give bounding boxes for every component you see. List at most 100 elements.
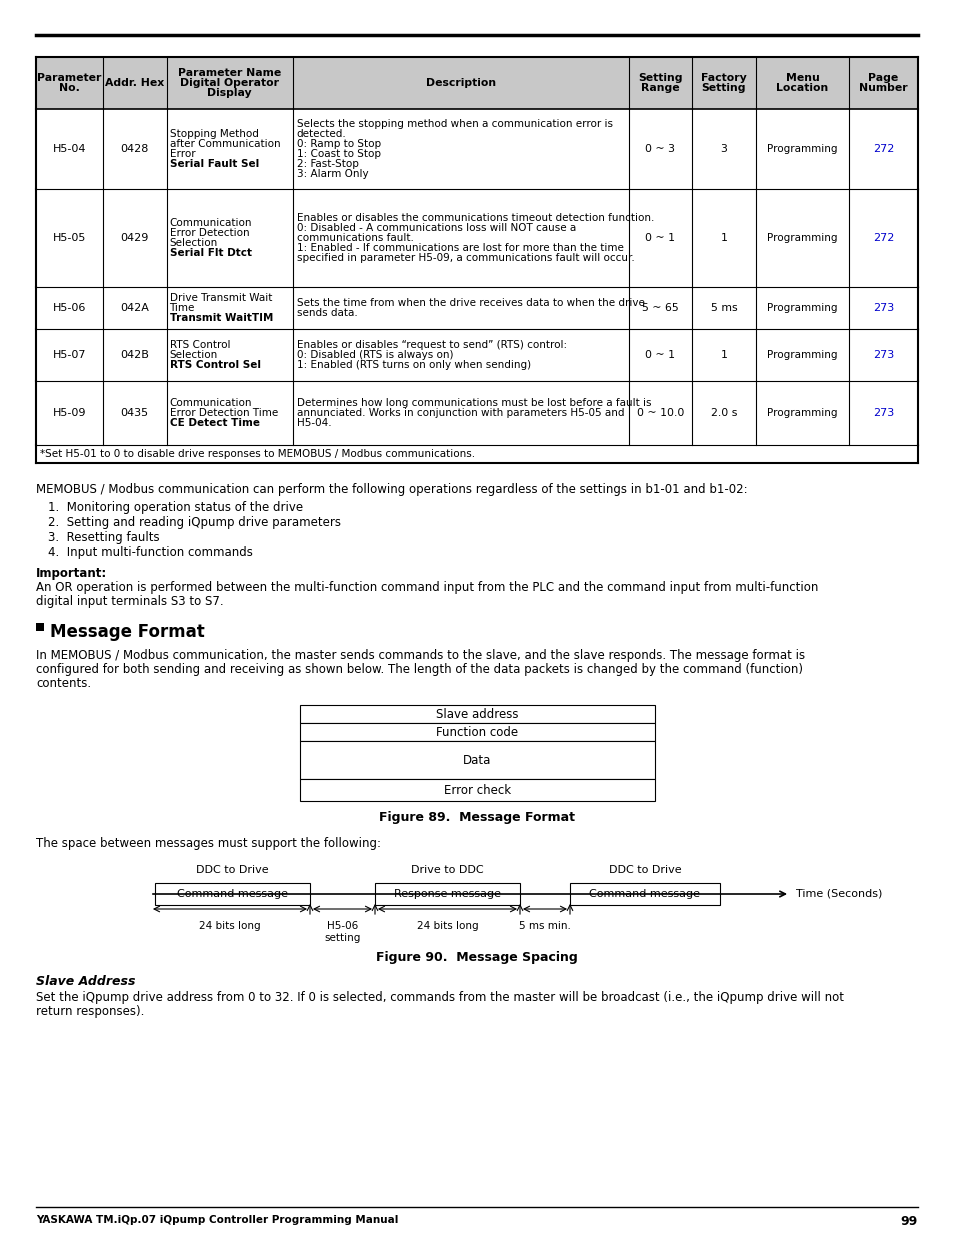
Text: Programming: Programming	[766, 233, 837, 243]
Text: 0428: 0428	[120, 144, 149, 154]
Text: after Communication: after Communication	[170, 140, 280, 149]
Text: DDC to Drive: DDC to Drive	[608, 864, 680, 876]
Text: Description: Description	[425, 78, 496, 88]
Text: Sets the time from when the drive receives data to when the drive: Sets the time from when the drive receiv…	[296, 298, 644, 308]
Text: Factory: Factory	[700, 73, 746, 83]
Text: Serial Flt Dtct: Serial Flt Dtct	[170, 248, 252, 258]
Text: H5-05: H5-05	[52, 233, 86, 243]
Text: 99: 99	[900, 1215, 917, 1228]
Text: Digital Operator: Digital Operator	[180, 78, 279, 88]
Bar	[36, 57, 917, 109]
Text: Communication: Communication	[170, 398, 252, 408]
Text: Parameter: Parameter	[37, 73, 102, 83]
Text: Error: Error	[170, 149, 195, 159]
Text: 0 ~ 1: 0 ~ 1	[645, 233, 675, 243]
Text: 0 ~ 3: 0 ~ 3	[645, 144, 675, 154]
Text: Command message: Command message	[177, 889, 288, 899]
Text: Command message: Command message	[589, 889, 700, 899]
Text: 0: Disabled (RTS is always on): 0: Disabled (RTS is always on)	[296, 350, 453, 359]
Text: 2.  Setting and reading iQpump drive parameters: 2. Setting and reading iQpump drive para…	[48, 516, 340, 529]
Text: Slave Address: Slave Address	[36, 974, 135, 988]
Text: 3.  Resetting faults: 3. Resetting faults	[48, 531, 159, 543]
Text: communications fault.: communications fault.	[296, 233, 413, 243]
Text: 24 bits long: 24 bits long	[416, 921, 477, 931]
Bar	[36, 329, 917, 382]
Bar	[36, 622, 44, 631]
Text: annunciated. Works in conjunction with parameters H5-05 and: annunciated. Works in conjunction with p…	[296, 408, 623, 417]
Bar	[299, 705, 655, 722]
Text: 3: Alarm Only: 3: Alarm Only	[296, 169, 368, 179]
Text: 042A: 042A	[120, 303, 149, 312]
Text: Location: Location	[776, 83, 828, 93]
Text: Page: Page	[867, 73, 898, 83]
Text: Error Detection: Error Detection	[170, 228, 249, 238]
Text: RTS Control Sel: RTS Control Sel	[170, 359, 260, 370]
Text: detected.: detected.	[296, 128, 346, 140]
Bar	[36, 109, 917, 189]
Text: Error Detection Time: Error Detection Time	[170, 408, 277, 417]
Text: In MEMOBUS / Modbus communication, the master sends commands to the slave, and t: In MEMOBUS / Modbus communication, the m…	[36, 650, 804, 662]
Text: contents.: contents.	[36, 677, 91, 690]
Text: Drive Transmit Wait: Drive Transmit Wait	[170, 293, 272, 303]
Text: 1: Coast to Stop: 1: Coast to Stop	[296, 149, 380, 159]
Text: 3: 3	[720, 144, 726, 154]
Text: 0: Ramp to Stop: 0: Ramp to Stop	[296, 140, 380, 149]
Text: 2: Fast-Stop: 2: Fast-Stop	[296, 159, 358, 169]
Text: 272: 272	[872, 144, 893, 154]
Text: Setting: Setting	[638, 73, 682, 83]
Text: Parameter Name: Parameter Name	[178, 68, 281, 78]
Text: Communication: Communication	[170, 219, 252, 228]
Text: Function code: Function code	[436, 725, 518, 739]
Text: Range: Range	[640, 83, 679, 93]
Text: Selection: Selection	[170, 350, 217, 359]
Text: 24 bits long: 24 bits long	[199, 921, 260, 931]
Text: CE Detect Time: CE Detect Time	[170, 417, 259, 429]
Bar	[36, 189, 917, 287]
Text: Slave address: Slave address	[436, 708, 518, 720]
Text: Programming: Programming	[766, 303, 837, 312]
Text: 042B: 042B	[120, 350, 149, 359]
Text: Message Format: Message Format	[50, 622, 205, 641]
Text: 5 ms: 5 ms	[710, 303, 737, 312]
Text: Enables or disables “request to send” (RTS) control:: Enables or disables “request to send” (R…	[296, 340, 566, 350]
Text: Set the iQpump drive address from 0 to 32. If 0 is selected, commands from the m: Set the iQpump drive address from 0 to 3…	[36, 990, 843, 1004]
Text: 1: Enabled (RTS turns on only when sending): 1: Enabled (RTS turns on only when sendi…	[296, 359, 530, 370]
Text: DDC to Drive: DDC to Drive	[196, 864, 269, 876]
Text: 5 ms min.: 5 ms min.	[518, 921, 570, 931]
Text: 273: 273	[872, 408, 893, 417]
Text: 1: 1	[720, 350, 726, 359]
Text: 1: 1	[720, 233, 726, 243]
Text: return responses).: return responses).	[36, 1005, 144, 1018]
Text: Important:: Important:	[36, 567, 107, 580]
Text: The space between messages must support the following:: The space between messages must support …	[36, 837, 380, 850]
Bar	[36, 287, 917, 329]
Text: 0: Disabled - A communications loss will NOT cause a: 0: Disabled - A communications loss will…	[296, 224, 576, 233]
Text: Determines how long communications must be lost before a fault is: Determines how long communications must …	[296, 398, 651, 408]
Text: Programming: Programming	[766, 144, 837, 154]
Text: 5 ~ 65: 5 ~ 65	[641, 303, 679, 312]
Text: 2.0 s: 2.0 s	[710, 408, 737, 417]
Bar	[299, 722, 655, 741]
Text: MEMOBUS / Modbus communication can perform the following operations regardless o: MEMOBUS / Modbus communication can perfo…	[36, 483, 747, 496]
Text: RTS Control: RTS Control	[170, 340, 230, 350]
Text: H5-07: H5-07	[52, 350, 86, 359]
Text: 273: 273	[872, 350, 893, 359]
Text: H5-04.: H5-04.	[296, 417, 331, 429]
Text: Serial Fault Sel: Serial Fault Sel	[170, 159, 258, 169]
Text: Stopping Method: Stopping Method	[170, 128, 258, 140]
Text: Programming: Programming	[766, 350, 837, 359]
Text: H5-04: H5-04	[52, 144, 86, 154]
Text: 273: 273	[872, 303, 893, 312]
Bar	[569, 883, 720, 905]
Text: 0 ~ 1: 0 ~ 1	[645, 350, 675, 359]
Text: Selects the stopping method when a communication error is: Selects the stopping method when a commu…	[296, 119, 612, 128]
Text: Setting: Setting	[701, 83, 745, 93]
Text: digital input terminals S3 to S7.: digital input terminals S3 to S7.	[36, 595, 223, 608]
Text: Time: Time	[170, 303, 194, 312]
Text: 0429: 0429	[120, 233, 149, 243]
Bar	[154, 883, 310, 905]
Text: Menu: Menu	[784, 73, 819, 83]
Bar	[36, 445, 917, 463]
Text: configured for both sending and receiving as shown below. The length of the data: configured for both sending and receivin…	[36, 663, 802, 676]
Text: Enables or disables the communications timeout detection function.: Enables or disables the communications t…	[296, 212, 654, 224]
